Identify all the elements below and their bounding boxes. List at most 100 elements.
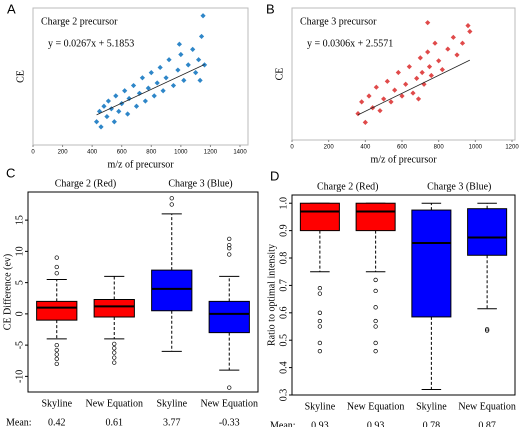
point <box>154 80 160 86</box>
point <box>395 69 401 76</box>
y-tick-label: 15 <box>14 215 25 225</box>
point <box>198 33 205 40</box>
x-tick-label: 0 <box>31 150 35 156</box>
point <box>439 67 445 73</box>
point <box>392 87 398 93</box>
point <box>384 78 390 84</box>
x-tick-label: Skyline <box>305 401 336 412</box>
point <box>366 93 372 99</box>
y-tick-label: -10 <box>14 370 25 383</box>
outlier <box>227 236 232 242</box>
point <box>105 98 112 104</box>
group-label: Charge 3 (Blue) <box>168 178 232 189</box>
point <box>125 111 131 117</box>
outlier <box>54 352 59 357</box>
point <box>142 98 148 104</box>
point <box>197 77 203 83</box>
y-axis-label: CE Difference (ev) <box>2 254 13 330</box>
point <box>193 70 199 76</box>
outlier <box>317 286 323 291</box>
point <box>175 67 181 73</box>
point <box>445 46 451 52</box>
box <box>151 269 193 312</box>
y-tick-label: 0.8 <box>278 252 289 265</box>
x-tick-label: 1400 <box>233 150 247 156</box>
point <box>406 64 412 70</box>
point <box>200 13 206 19</box>
outlier <box>112 341 117 347</box>
box <box>208 300 250 334</box>
trend-line <box>357 59 471 116</box>
outlier <box>484 328 490 333</box>
x-tick-label: 400 <box>87 150 98 156</box>
point <box>116 108 122 114</box>
outlier <box>317 318 323 324</box>
outlier <box>54 264 59 270</box>
point <box>381 96 387 102</box>
equation: y = 0.0267x + 5.1853 <box>48 38 134 49</box>
point <box>403 81 409 87</box>
outlier <box>54 271 59 276</box>
point <box>459 40 466 46</box>
x-tick-label: Skyline <box>416 401 447 412</box>
point <box>414 75 420 81</box>
y-axis-label: CE <box>15 70 26 83</box>
plot-frame <box>291 7 516 141</box>
point <box>111 119 117 125</box>
point <box>377 108 383 114</box>
box <box>355 202 396 232</box>
point <box>145 85 151 91</box>
outlier <box>112 350 117 355</box>
chart-title: Charge 2 precursor <box>41 16 118 27</box>
point <box>190 46 196 52</box>
point <box>113 93 119 99</box>
point <box>432 40 438 46</box>
point <box>101 103 107 109</box>
y-tick-label: 0 <box>14 311 25 316</box>
mean-value: 3.77 <box>163 417 181 427</box>
point <box>196 57 202 63</box>
group-label: Charge 3 (Blue) <box>427 181 491 192</box>
point <box>181 77 187 83</box>
box <box>299 202 340 232</box>
point <box>467 28 473 35</box>
outlier <box>317 310 323 315</box>
mean-value: -0.33 <box>219 417 240 427</box>
plot-frame <box>27 191 259 393</box>
point <box>163 75 169 81</box>
y-tick-label: 0.4 <box>278 361 289 374</box>
point <box>126 95 132 102</box>
x-tick-label: 1000 <box>469 145 483 151</box>
outlier <box>54 361 59 367</box>
point <box>133 103 140 109</box>
point <box>359 99 365 105</box>
point <box>178 51 184 58</box>
x-tick-label: 0 <box>290 145 294 151</box>
point <box>465 23 471 29</box>
outlier <box>373 349 378 354</box>
mean-label: Mean: <box>6 417 32 427</box>
outlier <box>54 342 59 348</box>
point <box>419 69 425 76</box>
x-tick-label: Skyline <box>156 398 187 409</box>
y-axis-label: CE <box>274 68 285 81</box>
outlier <box>227 385 232 390</box>
x-tick-label: New Equation <box>86 398 144 409</box>
x-axis-label: m/z of precursor <box>107 159 174 170</box>
equation: y = 0.0306x + 2.5571 <box>307 38 393 49</box>
panel-letter: D <box>270 168 279 183</box>
outlier <box>317 324 323 329</box>
outlier <box>227 252 232 257</box>
outlier <box>373 305 378 310</box>
point <box>415 96 422 102</box>
y-tick-label: 0.9 <box>278 224 289 237</box>
trend-line <box>96 64 205 116</box>
outlier <box>112 360 117 365</box>
mean-label: Mean: <box>270 420 296 427</box>
y-tick-label: 0.5 <box>278 334 289 347</box>
x-tick-label: 1200 <box>505 145 519 151</box>
outlier <box>317 291 323 296</box>
group-label: Charge 2 (Red) <box>317 181 378 192</box>
point <box>388 99 394 105</box>
outlier <box>317 349 323 354</box>
